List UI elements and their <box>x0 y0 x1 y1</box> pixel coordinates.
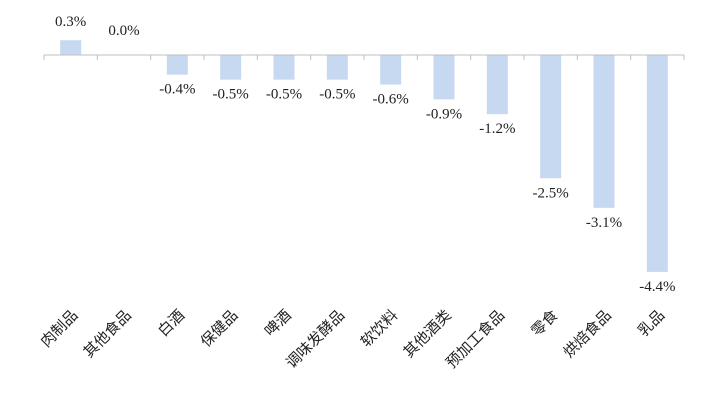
value-labels-group: 0.3% 0.0% -0.4% -0.5% -0.5% -0.5% -0.6% -0.9% -1… <box>55 14 675 295</box>
x-axis-ticks <box>43 55 685 60</box>
bar <box>486 55 508 115</box>
data-label: -0.5% <box>213 87 249 103</box>
bar <box>326 55 348 80</box>
bar <box>380 55 402 85</box>
category-label: 软饮料 <box>357 306 402 351</box>
category-label: 其他食品 <box>80 306 135 361</box>
bars-group <box>60 40 668 272</box>
category-label: 调味发酵品 <box>282 306 348 372</box>
data-label: -2.5% <box>533 185 569 201</box>
bar <box>540 55 562 179</box>
data-label: -3.1% <box>586 215 622 231</box>
category-label: 烘焙食品 <box>560 306 615 361</box>
data-label: -0.5% <box>319 87 355 103</box>
data-label: -1.2% <box>479 121 515 137</box>
bar <box>433 55 455 100</box>
category-label: 白酒 <box>154 306 188 340</box>
bar <box>60 40 82 55</box>
bar <box>646 55 668 272</box>
bar <box>166 55 188 75</box>
category-label: 其他酒类 <box>400 306 455 361</box>
category-label: 保健品 <box>197 306 242 351</box>
data-label: -0.9% <box>426 106 462 122</box>
data-label: -0.5% <box>266 87 302 103</box>
category-label: 预加工食品 <box>442 306 508 372</box>
data-label: -0.6% <box>373 92 409 108</box>
category-label: 乳品 <box>634 306 668 340</box>
category-label: 零食 <box>528 306 562 340</box>
category-label: 啤酒 <box>261 306 295 340</box>
data-label: 0.0% <box>108 23 139 39</box>
bar <box>593 55 615 208</box>
bar <box>220 55 242 80</box>
category-label: 肉制品 <box>37 306 82 351</box>
data-label: 0.3% <box>55 14 86 30</box>
data-label: -0.4% <box>159 82 195 98</box>
bar <box>273 55 295 80</box>
data-label: -4.4% <box>639 279 675 295</box>
